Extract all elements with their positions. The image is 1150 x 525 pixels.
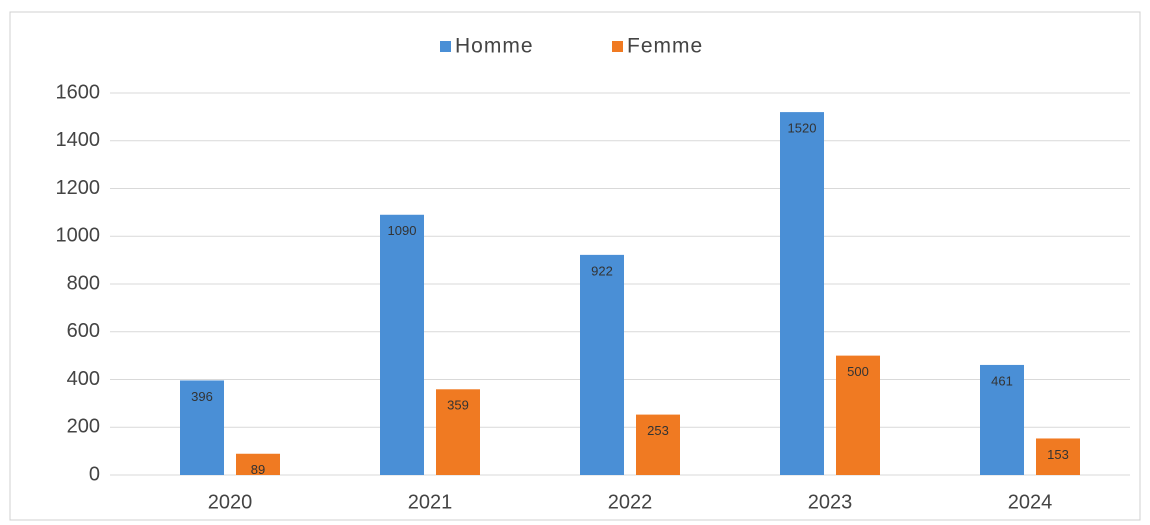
data-label: 253 (647, 423, 669, 438)
bar (436, 389, 480, 475)
data-label: 500 (847, 364, 869, 379)
legend-label: Femme (627, 35, 703, 58)
data-label: 396 (191, 389, 213, 404)
x-tick-label: 2024 (1008, 491, 1053, 513)
y-tick-label: 400 (67, 368, 100, 390)
y-tick-label: 200 (67, 416, 100, 438)
y-tick-label: 1400 (56, 129, 101, 151)
bar (980, 364, 1024, 475)
y-tick-label: 1000 (56, 225, 101, 247)
bar (580, 254, 624, 475)
bar (836, 355, 880, 475)
bar (1036, 438, 1080, 475)
y-tick-label: 600 (67, 320, 100, 342)
x-tick-label: 2022 (608, 491, 653, 513)
data-label: 922 (591, 263, 613, 278)
y-tick-label: 1200 (56, 177, 101, 199)
data-label: 1090 (388, 223, 417, 238)
x-tick-label: 2023 (808, 491, 853, 513)
legend-label: Homme (455, 35, 534, 58)
data-label: 89 (251, 462, 265, 477)
bar (380, 214, 424, 475)
y-tick-label: 1600 (56, 81, 101, 103)
bar (780, 112, 824, 475)
x-tick-label: 2020 (208, 491, 253, 513)
legend-swatch (612, 41, 623, 52)
legend-swatch (440, 41, 451, 52)
x-tick-label: 2021 (408, 491, 453, 513)
chart-frame (9, 11, 1141, 521)
data-label: 461 (991, 373, 1013, 388)
data-label: 1520 (788, 121, 817, 136)
bar (180, 380, 224, 475)
data-label: 359 (447, 398, 469, 413)
data-label: 153 (1047, 447, 1069, 462)
bar (236, 453, 280, 475)
y-tick-label: 800 (67, 272, 100, 294)
bar (636, 414, 680, 475)
y-tick-label: 0 (89, 463, 100, 485)
